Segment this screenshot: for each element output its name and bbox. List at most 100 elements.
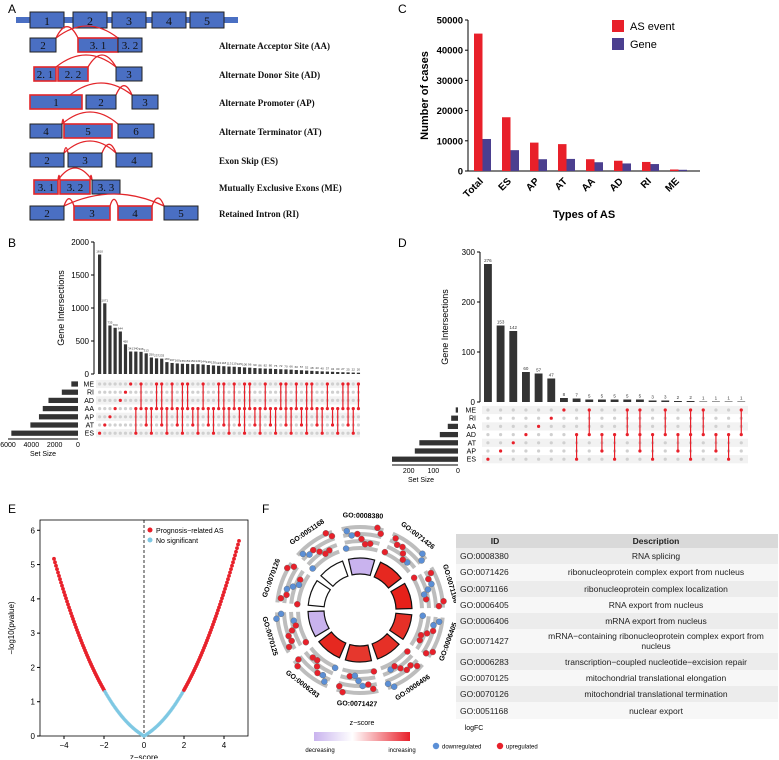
upset-dot bbox=[237, 431, 241, 435]
table-row: GO:0051168 nuclear export bbox=[456, 702, 778, 719]
go-ring-band bbox=[275, 562, 294, 603]
splice-junction bbox=[55, 54, 117, 68]
upset-dot bbox=[511, 416, 515, 420]
go-dot-up bbox=[392, 535, 399, 542]
upset-dot bbox=[294, 423, 298, 427]
go-ring-band bbox=[309, 646, 337, 669]
upset-bar-label: 96 bbox=[248, 363, 252, 367]
upset-dot bbox=[175, 390, 179, 394]
upset-bar-label: 5 bbox=[601, 394, 604, 399]
logfc-legend-up-swatch bbox=[496, 742, 504, 750]
go-dot-up bbox=[284, 564, 291, 572]
e-point-prognosis bbox=[221, 593, 225, 598]
upset-dot bbox=[211, 398, 216, 402]
upset-dot bbox=[175, 398, 179, 402]
upset-set-size-bar bbox=[447, 423, 458, 430]
table-row: GO:0006406 mRNA export from nucleus bbox=[456, 613, 778, 630]
upset-set-label: AD bbox=[466, 432, 476, 439]
upset-bar bbox=[509, 331, 518, 402]
go-dot-up bbox=[377, 530, 384, 537]
e-point-prognosis bbox=[53, 560, 57, 565]
c-bar-gene bbox=[482, 138, 491, 171]
upset-dot bbox=[175, 382, 179, 386]
upset-dot bbox=[650, 424, 655, 428]
upset-dot bbox=[211, 390, 216, 394]
exon-label: 3 bbox=[126, 69, 132, 81]
upset-dot bbox=[336, 398, 340, 402]
upset-dot bbox=[232, 423, 236, 427]
upset-bar-label: 70 bbox=[284, 364, 288, 368]
upset-dot bbox=[108, 407, 112, 411]
e-ytick-label: 5 bbox=[31, 561, 36, 570]
e-point-prognosis bbox=[227, 573, 231, 578]
go-ring-band bbox=[311, 549, 340, 571]
upset-set-size-label: Set Size bbox=[30, 451, 56, 458]
upset-dot bbox=[562, 449, 566, 453]
event-label: Alternate Donor Site (AD) bbox=[219, 70, 320, 80]
upset-dot-active bbox=[201, 382, 205, 386]
upset-bar-label: 20 bbox=[357, 368, 361, 372]
upset-dot bbox=[289, 398, 293, 402]
upset-bar-label: 1 bbox=[702, 396, 705, 401]
upset-set-label: AD bbox=[84, 398, 94, 405]
upset-bar bbox=[165, 362, 169, 374]
upset-dot bbox=[98, 390, 102, 394]
upset-dot bbox=[144, 390, 148, 394]
upset-dot bbox=[351, 382, 355, 386]
upset-bar bbox=[191, 364, 195, 374]
upset-dot-active bbox=[294, 382, 298, 386]
go-dot-up bbox=[399, 550, 407, 557]
upset-bar-label: 142 bbox=[510, 325, 518, 330]
upset-dot bbox=[739, 441, 743, 445]
upset-dot bbox=[227, 382, 231, 386]
e-point-prognosis bbox=[55, 567, 59, 572]
go-dot-up bbox=[339, 688, 346, 696]
upset-bar bbox=[242, 367, 247, 374]
go-dot-up bbox=[393, 541, 401, 549]
upset-bar-label: 3 bbox=[664, 395, 667, 400]
go-zscore-segment bbox=[320, 560, 349, 588]
c-bar-as-event bbox=[614, 160, 623, 171]
c-ylabel: Number of cases bbox=[419, 51, 431, 140]
upset-bar bbox=[346, 372, 350, 374]
upset-bar bbox=[123, 344, 128, 374]
upset-dot bbox=[237, 390, 241, 394]
upset-dot bbox=[625, 449, 629, 453]
event-label: Alternate Promoter (AP) bbox=[219, 98, 315, 108]
top-exon-label: 4 bbox=[166, 14, 172, 28]
upset-dot bbox=[284, 431, 288, 435]
upset-dot bbox=[294, 415, 298, 419]
upset-dot bbox=[625, 457, 629, 461]
exon-label: 3 bbox=[142, 97, 148, 109]
upset-bar bbox=[186, 363, 190, 374]
upset-dot-active bbox=[129, 382, 133, 386]
e-legend-label: Prognosis−related AS bbox=[156, 528, 224, 535]
upset-dot bbox=[118, 431, 122, 435]
upset-dot bbox=[336, 382, 340, 386]
e-point-prognosis bbox=[235, 546, 239, 551]
upset-dot bbox=[714, 416, 718, 420]
panel-letter-e: E bbox=[8, 502, 17, 516]
exon-label: 1 bbox=[53, 97, 59, 109]
upset-dot bbox=[237, 382, 241, 386]
upset-ylabel: Gene Intersections bbox=[440, 289, 450, 365]
exon-block bbox=[67, 152, 103, 168]
e-point-prognosis bbox=[237, 538, 241, 543]
upset-dot bbox=[134, 382, 138, 386]
e-xtick-label: 4 bbox=[222, 741, 227, 750]
upset-dot bbox=[232, 431, 236, 435]
splice-junction bbox=[151, 197, 165, 207]
upset-dot bbox=[139, 431, 143, 435]
logfc-legend-up-label: upregulated bbox=[506, 745, 538, 751]
upset-bar-label: 57 bbox=[536, 368, 542, 373]
go-dot-down bbox=[342, 545, 350, 552]
go-dot-up bbox=[290, 563, 298, 570]
upset-dot bbox=[103, 390, 107, 394]
upset-bar-label: 450 bbox=[123, 339, 128, 343]
splice-junction bbox=[55, 26, 79, 39]
upset-dot bbox=[650, 408, 655, 412]
upset-bar-label: 1 bbox=[727, 396, 730, 401]
upset-set-label: AP bbox=[85, 414, 95, 421]
upset-bar bbox=[134, 351, 138, 374]
e-point-prognosis bbox=[62, 590, 66, 594]
